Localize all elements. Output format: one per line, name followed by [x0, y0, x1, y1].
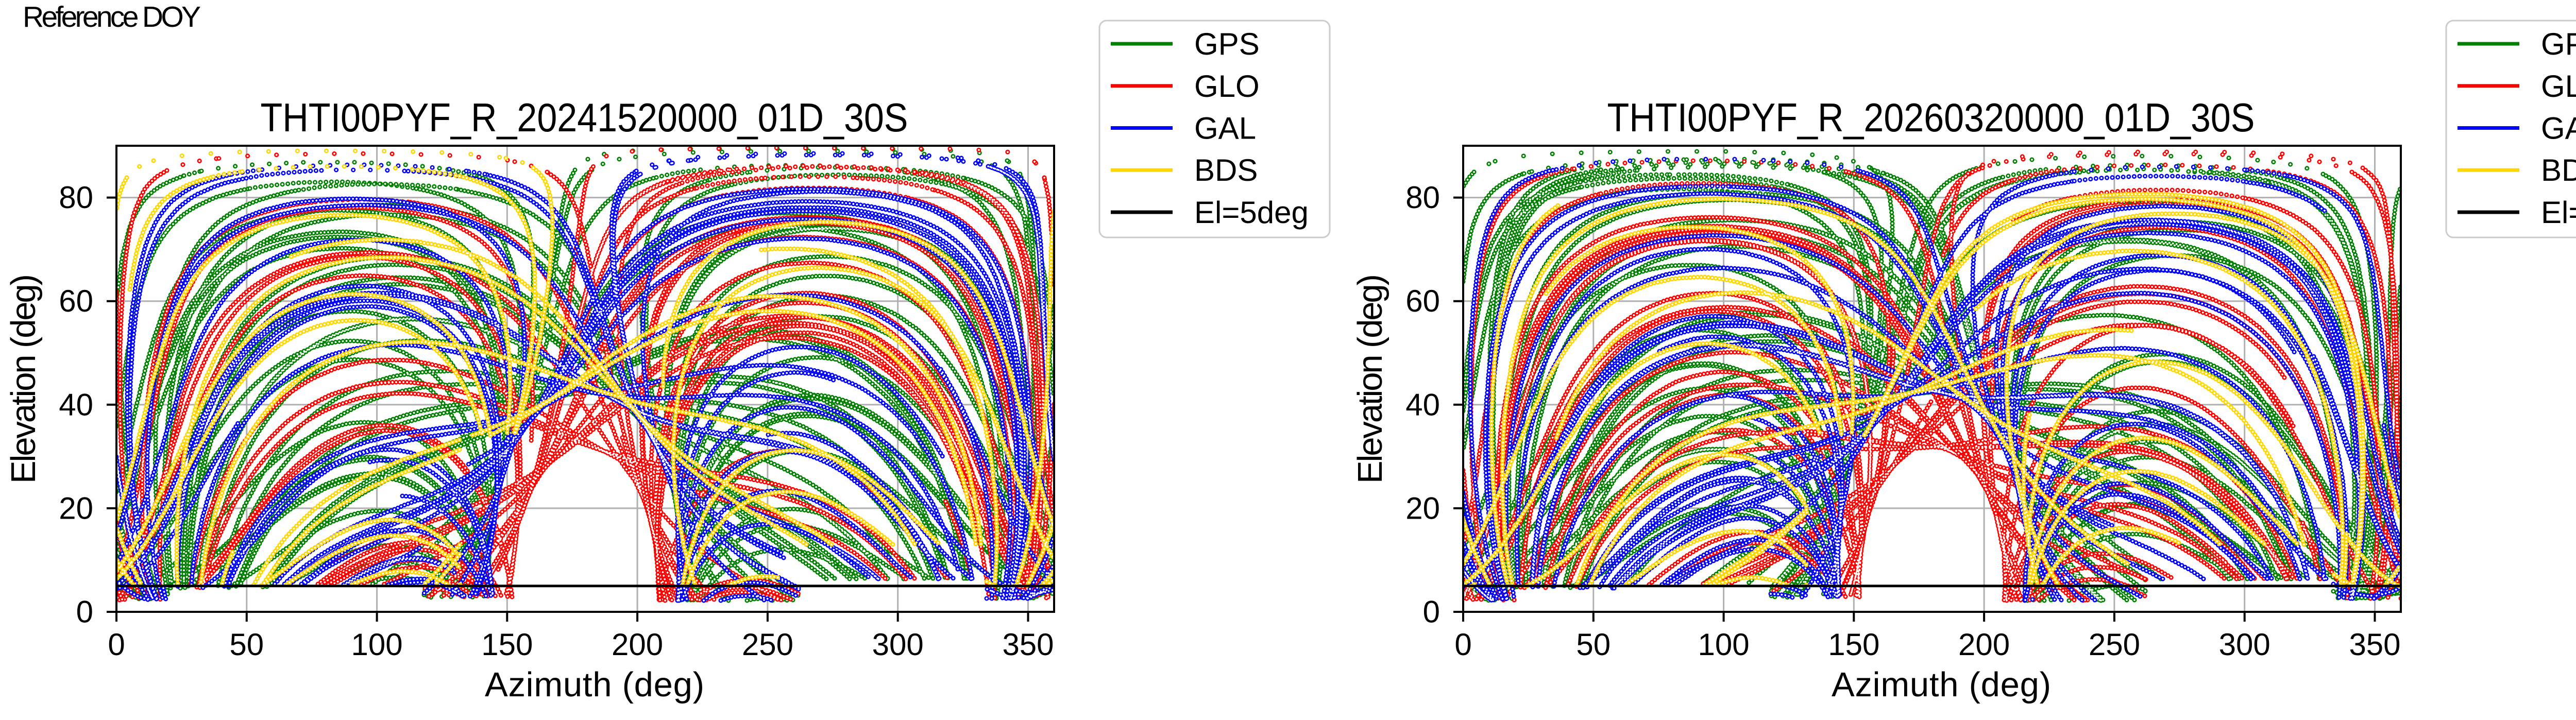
svg-text:40: 40 — [59, 387, 93, 422]
svg-text:100: 100 — [351, 627, 403, 662]
svg-text:20: 20 — [59, 491, 93, 525]
svg-text:Elevation (deg): Elevation (deg) — [4, 274, 43, 484]
svg-text:Azimuth (deg): Azimuth (deg) — [485, 665, 704, 704]
svg-text:THTI00PYF_R_20260320000_01D_30: THTI00PYF_R_20260320000_01D_30S — [1607, 95, 2255, 140]
svg-text:60: 60 — [1405, 284, 1440, 318]
svg-text:El=5deg: El=5deg — [2541, 195, 2576, 230]
svg-text:El=5deg: El=5deg — [1194, 195, 1309, 230]
svg-text:GAL: GAL — [1194, 111, 1256, 146]
svg-text:300: 300 — [2219, 627, 2270, 662]
svg-text:50: 50 — [229, 627, 264, 662]
svg-text:GPS: GPS — [2541, 27, 2576, 61]
svg-text:BDS: BDS — [1194, 153, 1258, 187]
svg-text:350: 350 — [1002, 627, 1054, 662]
svg-text:100: 100 — [1698, 627, 1750, 662]
svg-text:Azimuth (deg): Azimuth (deg) — [1832, 665, 2051, 704]
svg-text:40: 40 — [1405, 387, 1440, 422]
svg-text:0: 0 — [1454, 627, 1471, 662]
svg-text:THTI00PYF_R_20241520000_01D_30: THTI00PYF_R_20241520000_01D_30S — [261, 95, 908, 140]
svg-text:GPS: GPS — [1194, 27, 1260, 61]
svg-text:GAL: GAL — [2541, 111, 2576, 146]
svg-text:Reference DOY: Reference DOY — [23, 1, 201, 33]
svg-text:0: 0 — [108, 627, 125, 662]
svg-text:0: 0 — [1423, 595, 1440, 629]
svg-text:20: 20 — [1405, 491, 1440, 525]
svg-text:350: 350 — [2349, 627, 2400, 662]
svg-text:200: 200 — [612, 627, 663, 662]
svg-text:50: 50 — [1576, 627, 1611, 662]
svg-text:200: 200 — [1958, 627, 2010, 662]
svg-text:250: 250 — [742, 627, 793, 662]
svg-text:150: 150 — [1828, 627, 1879, 662]
svg-text:150: 150 — [481, 627, 533, 662]
svg-text:BDS: BDS — [2541, 153, 2576, 187]
svg-text:60: 60 — [59, 284, 93, 318]
svg-text:300: 300 — [872, 627, 924, 662]
svg-text:GLO: GLO — [2541, 69, 2576, 104]
svg-text:Elevation (deg): Elevation (deg) — [1351, 274, 1389, 484]
svg-text:80: 80 — [59, 180, 93, 215]
svg-text:0: 0 — [76, 595, 93, 629]
svg-text:80: 80 — [1405, 180, 1440, 215]
svg-text:GLO: GLO — [1194, 69, 1260, 104]
svg-text:250: 250 — [2089, 627, 2140, 662]
